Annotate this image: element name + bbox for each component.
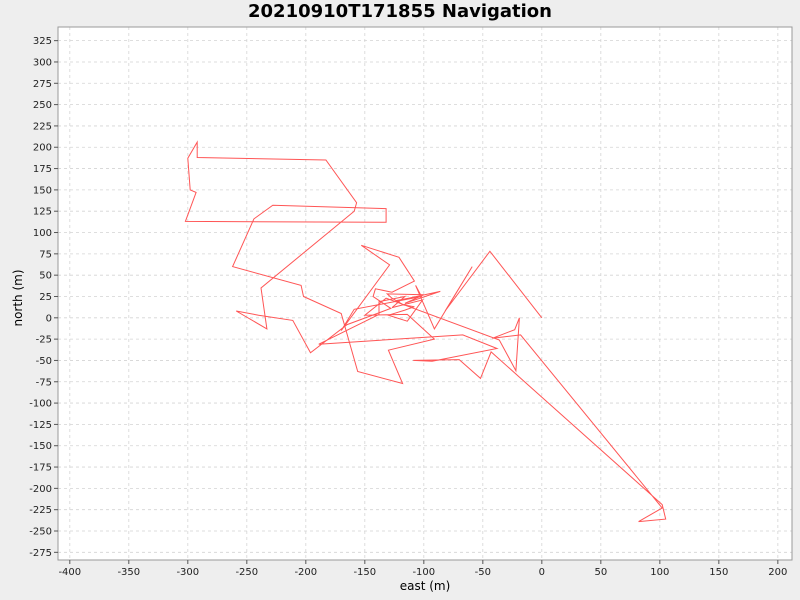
y-tick-label: -125 xyxy=(29,420,52,431)
y-tick-label: 200 xyxy=(33,143,52,154)
x-tick-label: -50 xyxy=(475,567,491,578)
y-tick-label: -25 xyxy=(36,335,52,346)
y-tick-label: 325 xyxy=(33,36,52,47)
y-tick-label: 225 xyxy=(33,121,52,132)
y-tick-label: -200 xyxy=(29,484,52,495)
y-tick-label: 100 xyxy=(33,228,52,239)
navigation-track-line xyxy=(184,140,667,523)
x-tick-label: 0 xyxy=(539,567,545,578)
y-tick-label: -75 xyxy=(36,377,52,388)
x-tick-label: -150 xyxy=(353,567,376,578)
y-tick-label: 250 xyxy=(33,100,52,111)
y-tick-label: -225 xyxy=(29,505,52,516)
y-axis-title: north (m) xyxy=(11,269,25,326)
x-axis-title: east (m) xyxy=(400,579,451,593)
x-tick-label: -100 xyxy=(412,567,435,578)
x-tick-label: 200 xyxy=(768,567,787,578)
plot-background xyxy=(58,27,792,560)
y-tick-label: -150 xyxy=(29,441,52,452)
x-tick-label: -300 xyxy=(176,567,199,578)
y-tick-label: -100 xyxy=(29,399,52,410)
y-tick-label: 175 xyxy=(33,164,52,175)
y-tick-label: 275 xyxy=(33,79,52,90)
chart-title: 20210910T171855 Navigation xyxy=(248,1,552,22)
x-tick-label: -400 xyxy=(58,567,81,578)
y-tick-label: 0 xyxy=(46,313,52,324)
y-tick-label: 150 xyxy=(33,185,52,196)
y-tick-label: -250 xyxy=(29,527,52,538)
plot-frame xyxy=(57,26,793,561)
x-tick-label: -200 xyxy=(294,567,317,578)
y-tick-label: 75 xyxy=(39,249,52,260)
x-tick-label: 150 xyxy=(709,567,728,578)
x-tick-label: 50 xyxy=(594,567,607,578)
x-tick-label: -250 xyxy=(235,567,258,578)
x-tick-label: -350 xyxy=(117,567,140,578)
x-tick-label: 100 xyxy=(650,567,669,578)
y-tick-label: 50 xyxy=(39,271,52,282)
y-tick-label: 125 xyxy=(33,207,52,218)
y-tick-label: 25 xyxy=(39,292,52,303)
y-tick-label: -50 xyxy=(36,356,52,367)
y-tick-label: -275 xyxy=(29,548,52,559)
y-tick-label: 300 xyxy=(33,57,52,68)
y-tick-label: -175 xyxy=(29,463,52,474)
